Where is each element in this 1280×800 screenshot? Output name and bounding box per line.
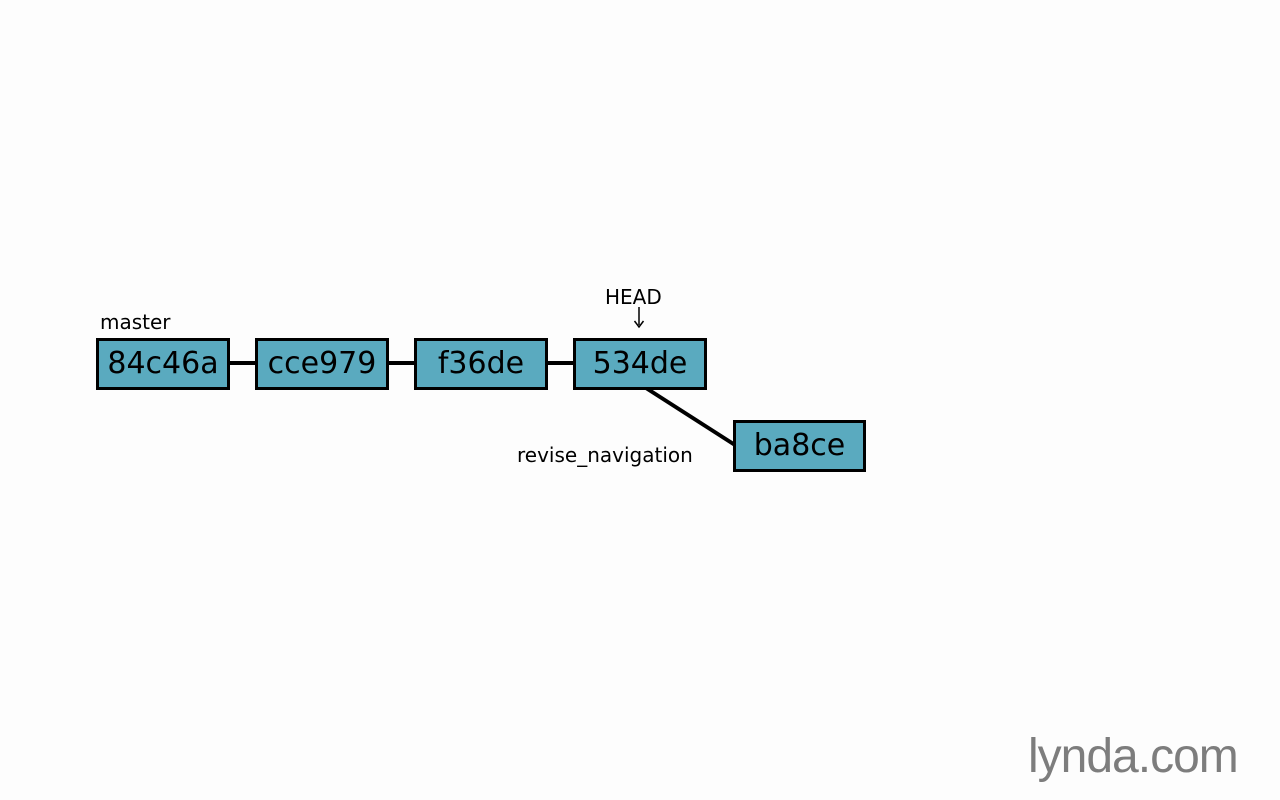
branch-edge — [644, 386, 737, 447]
commit-node-ba8ce: ba8ce — [733, 420, 866, 472]
commit-link-1-2 — [228, 361, 258, 365]
commit-node-cce979: cce979 — [255, 338, 389, 390]
revise-navigation-branch-label: revise_navigation — [517, 443, 693, 467]
lynda-logo: lynda.com — [1028, 730, 1239, 783]
head-pointer-label: HEAD — [605, 285, 662, 309]
master-branch-label: master — [100, 310, 171, 334]
head-arrow-icon — [633, 307, 645, 329]
commit-node-84c46a: 84c46a — [96, 338, 230, 390]
commit-node-f36de: f36de — [414, 338, 548, 390]
commit-link-2-3 — [387, 361, 417, 365]
commit-node-534de: 534de — [573, 338, 707, 390]
commit-link-3-4 — [546, 361, 576, 365]
